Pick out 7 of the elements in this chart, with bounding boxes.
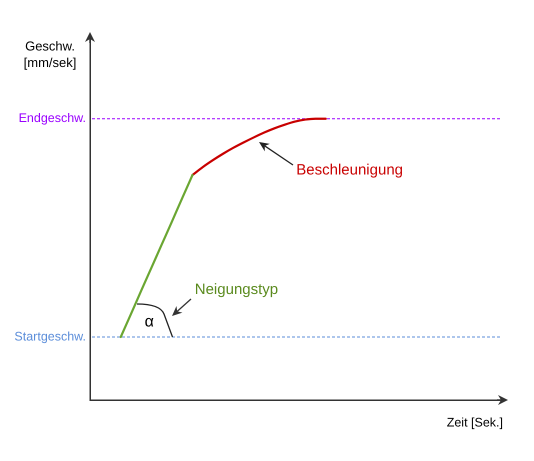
annotation: α [144, 313, 154, 330]
x-axis-title: Zeit [Sek.] [446, 415, 503, 430]
ref-line-label: Startgeschw. [14, 329, 86, 344]
text: Beschleunigung [296, 162, 404, 179]
y-axis-title: Geschw. [mm/sek] [24, 38, 76, 70]
annotation: Neigungstyp [194, 281, 278, 298]
ref-line-label: Endgeschw. [18, 111, 86, 126]
